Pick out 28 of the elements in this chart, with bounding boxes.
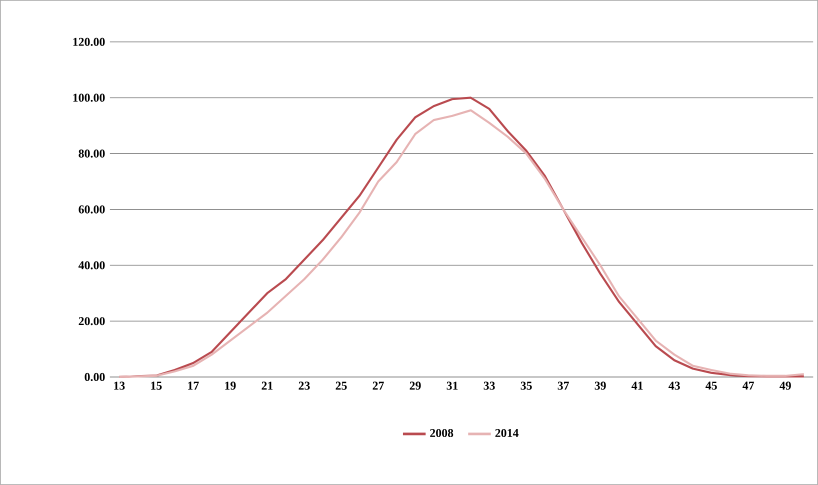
y-tick-label: 60.00 — [78, 205, 105, 214]
x-tick-label: 37 — [558, 382, 569, 390]
y-tick-label: 120.00 — [73, 38, 105, 46]
y-tick-label: 0.00 — [84, 372, 105, 382]
x-tick-label: 33 — [484, 382, 495, 390]
y-tick-label: 100.00 — [73, 94, 105, 102]
x-tick-label: 29 — [410, 382, 421, 390]
y-tick-label: 40.00 — [78, 261, 105, 270]
x-tick-label: 39 — [594, 382, 606, 390]
x-tick-label: 31 — [446, 382, 458, 390]
x-tick-label: 43 — [668, 382, 680, 390]
x-tick-label: 45 — [706, 382, 717, 390]
x-tick-label: 25 — [336, 382, 347, 390]
x-tick-label: 41 — [632, 382, 643, 390]
y-tick-label: 80.00 — [78, 150, 105, 158]
legend-label: 2008 — [430, 429, 454, 438]
x-tick-label: 47 — [742, 382, 754, 390]
x-tick-label: 13 — [114, 382, 125, 390]
x-tick-label: 23 — [298, 382, 310, 390]
x-tick-label: 17 — [188, 382, 199, 390]
x-tick-label: 27 — [372, 382, 384, 390]
legend-label: 2014 — [495, 429, 519, 438]
x-tick-label: 21 — [262, 382, 273, 390]
x-tick-label: 49 — [780, 382, 791, 390]
x-tick-label: 15 — [151, 382, 162, 390]
x-tick-label: 19 — [225, 382, 236, 390]
x-tick-label: 35 — [520, 382, 532, 390]
y-tick-label: 20.00 — [78, 317, 105, 326]
